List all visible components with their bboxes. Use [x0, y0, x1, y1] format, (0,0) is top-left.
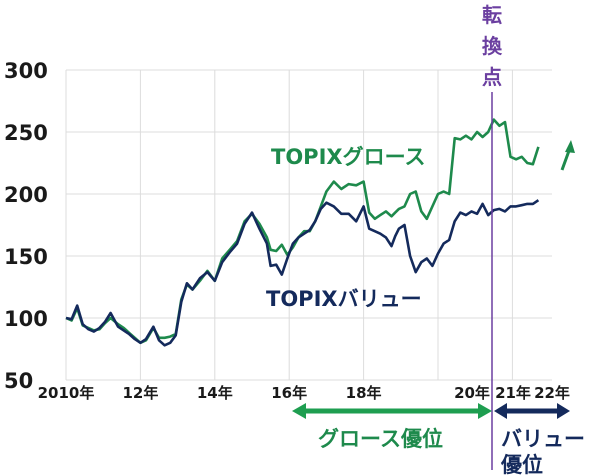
x-tick-label: 18年: [346, 384, 382, 402]
vertical-gridlines: [65, 70, 513, 380]
horizontal-gridlines: [66, 69, 552, 381]
value-phase-label-line2: 優位: [500, 453, 543, 476]
x-tick-label: 14年: [197, 384, 233, 402]
growth-phase-double-arrow-icon: [292, 403, 492, 419]
x-tick-label: 16年: [271, 384, 307, 402]
growth-phase-label: グロース優位: [318, 427, 443, 451]
y-tick-label: 200: [4, 183, 48, 207]
y-tick-label: 100: [4, 307, 48, 331]
value-series-label: TOPIXバリュー: [266, 287, 422, 311]
value-series-line: [65, 199, 540, 347]
y-tick-label: 250: [4, 121, 48, 145]
y-tick-label: 300: [4, 59, 48, 83]
up-arrow-icon: [560, 140, 575, 171]
value-phase-double-arrow-icon: [494, 403, 570, 419]
y-axis-ticks: 300 250 200 150 100 50: [4, 59, 48, 393]
value-phase-label-line1: バリュー: [501, 427, 585, 451]
x-tick-label: 22年: [534, 384, 570, 402]
y-tick-label: 150: [4, 245, 48, 269]
pivot-label-char-3: 点: [482, 65, 502, 89]
y-tick-label: 50: [4, 369, 33, 393]
pivot-label-char-1: 転: [482, 3, 502, 27]
x-tick-label: 2010年: [38, 384, 95, 402]
x-tick-label: 21年: [495, 384, 531, 402]
growth-series-label: TOPIXグロース: [271, 145, 426, 169]
x-tick-label: 12年: [122, 384, 158, 402]
x-tick-label: 20年: [454, 384, 490, 402]
pivot-label-char-2: 換: [482, 34, 503, 58]
x-axis-ticks: 2010年 12年 14年 16年 18年 20年 21年 22年: [38, 384, 570, 402]
